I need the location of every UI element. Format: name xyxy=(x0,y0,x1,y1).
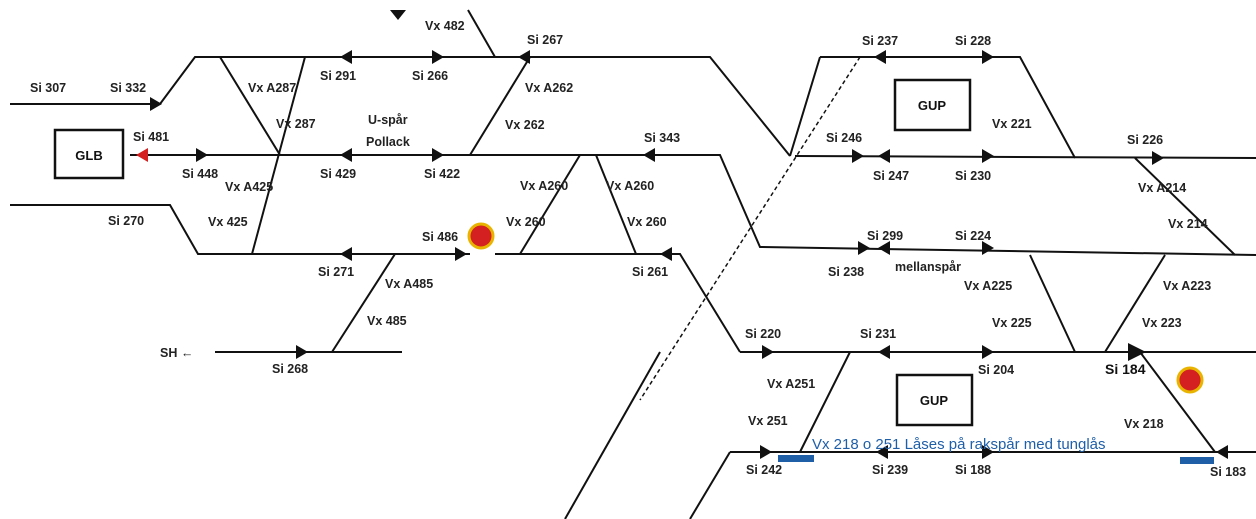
signal-label: Si 332 xyxy=(110,81,146,95)
switch-labels: Vx 482 Vx A287 Vx 287 Vx A262 Vx 262 Vx … xyxy=(208,19,1211,431)
signal-label: Si 486 xyxy=(422,230,458,244)
signal-label: Si 291 xyxy=(320,69,356,83)
switch-label: Vx 425 xyxy=(208,215,248,229)
lock-bar-vx218 xyxy=(1180,457,1214,464)
switch-label: Vx A260 xyxy=(520,179,568,193)
signal-label: Si 204 xyxy=(978,363,1014,377)
switch-label: Vx A260 xyxy=(606,179,654,193)
switch-label: Vx A485 xyxy=(385,277,433,291)
signal-label: Si 267 xyxy=(527,33,563,47)
signal-label: Si 299 xyxy=(867,229,903,243)
stop-arrow-si481 xyxy=(136,148,148,162)
signal-label: Si 231 xyxy=(860,327,896,341)
lock-note: Vx 218 o 251 Låses på rakspår med tunglå… xyxy=(812,436,1106,453)
switch-label: Vx 223 xyxy=(1142,316,1182,330)
signal-label: Si 188 xyxy=(955,463,991,477)
track-label-uspar: U-spår xyxy=(368,113,408,127)
track-label-mellanspar: mellanspår xyxy=(895,260,961,274)
box-glb: GLB xyxy=(55,130,123,178)
switch-label: Vx 251 xyxy=(748,414,788,428)
signal-label: Si 224 xyxy=(955,229,991,243)
signal-label: Si 268 xyxy=(272,362,308,376)
switch-label: Vx 214 xyxy=(1168,217,1208,231)
switch-label: Vx 287 xyxy=(276,117,316,131)
signal-labels: Si 307 Si 332 Si 481 Si 448 Si 270 Si 29… xyxy=(30,33,1246,479)
signal-label: Si 228 xyxy=(955,34,991,48)
lock-bar-vx251 xyxy=(778,455,814,462)
signal-label: Si 266 xyxy=(412,69,448,83)
signal-label: Si 238 xyxy=(828,265,864,279)
signal-label: Si 239 xyxy=(872,463,908,477)
signal-label: Si 429 xyxy=(320,167,356,181)
signal-label: Si 448 xyxy=(182,167,218,181)
signal-label: Si 183 xyxy=(1210,465,1246,479)
track-label-pollack: Pollack xyxy=(366,135,410,149)
signal-label: Si 422 xyxy=(424,167,460,181)
switch-label: Vx A287 xyxy=(248,81,296,95)
box-label: GUP xyxy=(918,98,947,113)
signal-label: Si 246 xyxy=(826,131,862,145)
switch-label: Vx 485 xyxy=(367,314,407,328)
track-label-sh: SH ← xyxy=(160,346,193,360)
switch-label: Vx A425 xyxy=(225,180,273,194)
switch-label: Vx 482 xyxy=(425,19,465,33)
switch-label: Vx 260 xyxy=(627,215,667,229)
box-label: GLB xyxy=(75,148,102,163)
box-label: GUP xyxy=(920,393,949,408)
box-gup-top: GUP xyxy=(895,80,970,130)
signal-label: Si 247 xyxy=(873,169,909,183)
switch-label: Vx 225 xyxy=(992,316,1032,330)
signal-label: Si 271 xyxy=(318,265,354,279)
signal-label: Si 307 xyxy=(30,81,66,95)
switch-label: Vx A223 xyxy=(1163,279,1211,293)
switch-label: Vx A214 xyxy=(1138,181,1186,195)
stop-lamp-si184 xyxy=(1178,368,1202,392)
signal-label: Si 343 xyxy=(644,131,680,145)
stop-lamp-si486 xyxy=(469,224,493,248)
switch-label: Vx A225 xyxy=(964,279,1012,293)
signal-label: Si 237 xyxy=(862,34,898,48)
signal-label: Si 261 xyxy=(632,265,668,279)
switch-label: Vx 218 xyxy=(1124,417,1164,431)
signal-label: Si 481 xyxy=(133,130,169,144)
signal-label: Si 220 xyxy=(745,327,781,341)
switch-label: Vx A251 xyxy=(767,377,815,391)
signal-label: Si 270 xyxy=(108,214,144,228)
signal-label: Si 230 xyxy=(955,169,991,183)
switch-label: Vx 262 xyxy=(505,118,545,132)
signal-label: Si 226 xyxy=(1127,133,1163,147)
signal-label: Si 184 xyxy=(1105,361,1146,377)
signal-label: Si 242 xyxy=(746,463,782,477)
box-gup-bottom: GUP xyxy=(897,375,972,425)
switch-label: Vx 260 xyxy=(506,215,546,229)
switch-label: Vx 221 xyxy=(992,117,1032,131)
switch-label: Vx A262 xyxy=(525,81,573,95)
